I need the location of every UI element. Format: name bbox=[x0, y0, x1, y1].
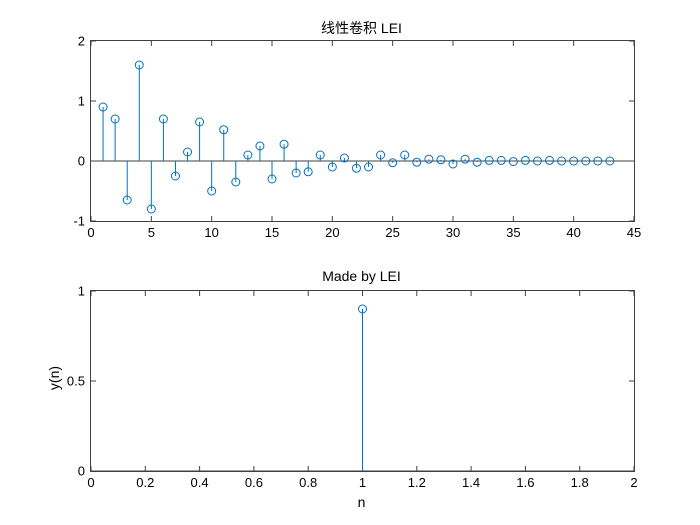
plot1-axes: 051015202530354045-1012 bbox=[90, 40, 635, 222]
xtick-label: 2 bbox=[630, 475, 637, 490]
ytick-label: 1 bbox=[78, 284, 91, 299]
xtick-label: 45 bbox=[627, 225, 641, 240]
figure: 线性卷积 LEI 051015202530354045-1012 Made by… bbox=[0, 0, 700, 525]
xtick-label: 1.8 bbox=[571, 475, 589, 490]
plot2-ylabel: y(n) bbox=[46, 366, 62, 390]
plot2-xlabel: n bbox=[90, 494, 633, 510]
xtick-label: 15 bbox=[265, 225, 279, 240]
plot2-axes: 00.20.40.60.811.21.41.61.8200.51 bbox=[90, 290, 635, 472]
ytick-label: 1 bbox=[78, 94, 91, 109]
xtick-label: 25 bbox=[385, 225, 399, 240]
xtick-label: 30 bbox=[446, 225, 460, 240]
ytick-label: 0.5 bbox=[67, 374, 91, 389]
xtick-label: 1.2 bbox=[408, 475, 426, 490]
ytick-label: 2 bbox=[78, 34, 91, 49]
xtick-label: 0.6 bbox=[245, 475, 263, 490]
xtick-label: 0.8 bbox=[299, 475, 317, 490]
xtick-label: 1 bbox=[359, 475, 366, 490]
xtick-label: 1.6 bbox=[516, 475, 534, 490]
ytick-label: 0 bbox=[78, 464, 91, 479]
xtick-label: 1.4 bbox=[462, 475, 480, 490]
xtick-label: 10 bbox=[204, 225, 218, 240]
ytick-label: -1 bbox=[73, 214, 91, 229]
xtick-label: 0.4 bbox=[191, 475, 209, 490]
plot2-title: Made by LEI bbox=[90, 268, 633, 284]
plot1-title: 线性卷积 LEI bbox=[90, 18, 633, 38]
xtick-label: 20 bbox=[325, 225, 339, 240]
xtick-label: 35 bbox=[506, 225, 520, 240]
xtick-label: 5 bbox=[148, 225, 155, 240]
ytick-label: 0 bbox=[78, 154, 91, 169]
plot2-svg bbox=[91, 291, 634, 471]
plot1-svg bbox=[91, 41, 634, 221]
xtick-label: 40 bbox=[566, 225, 580, 240]
xtick-label: 0.2 bbox=[136, 475, 154, 490]
